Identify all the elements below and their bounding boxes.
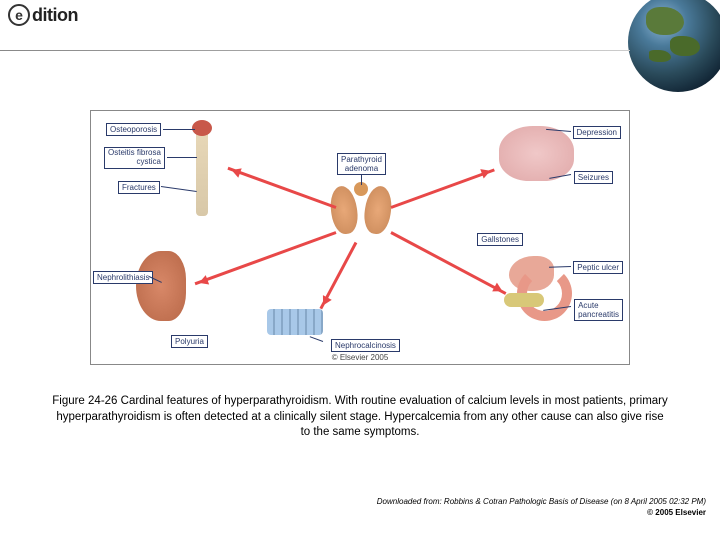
- logo-text: dition: [32, 5, 78, 26]
- label-seizures: Seizures: [574, 171, 613, 184]
- arrow-to-bone: [227, 167, 336, 209]
- pointer: [163, 129, 195, 130]
- bone-icon: [196, 126, 208, 216]
- figure-caption: Figure 24-26 Cardinal features of hyperp…: [50, 394, 670, 441]
- nephrocalcinosis-icon: [267, 309, 323, 335]
- label-nephrocalcinosis: Nephrocalcinosis: [331, 339, 400, 352]
- figure-diagram: Osteoporosis Osteitis fibrosa cystica Fr…: [90, 110, 630, 365]
- thyroid-icon: [331, 186, 391, 241]
- header-divider: [0, 50, 630, 51]
- brain-icon: [499, 126, 574, 181]
- pointer: [161, 186, 197, 192]
- footer-attribution: Downloaded from: Robbins & Cotran Pathol…: [377, 497, 706, 518]
- logo-e-icon: e: [8, 4, 30, 26]
- label-parathyroid: Parathyroid adenoma: [337, 153, 386, 175]
- label-gallstones: Gallstones: [477, 233, 523, 246]
- label-polyuria: Polyuria: [171, 335, 208, 348]
- footer-source: Downloaded from: Robbins & Cotran Pathol…: [377, 497, 706, 507]
- label-osteoporosis: Osteoporosis: [106, 123, 161, 136]
- arrow-to-brain: [390, 168, 494, 208]
- label-fractures: Fractures: [118, 181, 160, 194]
- footer-copyright: © 2005 Elsevier: [377, 508, 706, 518]
- kidney-icon: [136, 251, 186, 321]
- header-bar: e dition: [0, 0, 720, 50]
- label-peptic: Peptic ulcer: [573, 261, 623, 274]
- pointer: [310, 336, 323, 342]
- label-pancreatitis: Acute pancreatitis: [574, 299, 623, 321]
- label-nephrolithiasis: Nephrolithiasis: [93, 271, 153, 284]
- pointer: [361, 175, 362, 185]
- globe-icon: [628, 0, 720, 92]
- label-depression: Depression: [573, 126, 621, 139]
- brand-logo: e dition: [8, 4, 78, 26]
- arrow-to-nephro: [319, 242, 357, 310]
- arrow-to-kidney: [195, 231, 337, 285]
- pointer: [167, 157, 197, 158]
- figure-copyright: © Elsevier 2005: [332, 353, 389, 362]
- label-osteitis: Osteitis fibrosa cystica: [104, 147, 165, 169]
